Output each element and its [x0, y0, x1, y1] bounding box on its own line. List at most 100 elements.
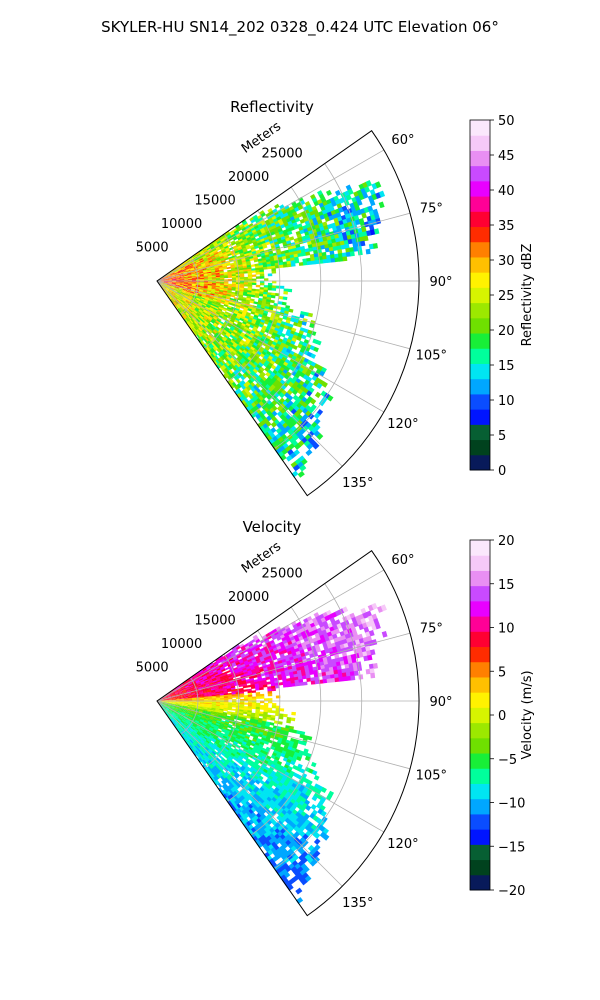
radar-gate — [206, 304, 211, 308]
radar-gate — [268, 330, 274, 336]
radar-gate — [220, 247, 226, 251]
radar-gate — [207, 301, 213, 304]
radar-gate — [239, 285, 245, 289]
radar-gate — [249, 300, 255, 304]
radar-gate — [285, 341, 291, 347]
radar-gate — [216, 300, 222, 304]
radar-gate — [163, 283, 168, 285]
radar-gate — [261, 317, 267, 322]
radar-gate — [163, 283, 168, 286]
radar-gate — [215, 274, 221, 277]
radar-gate — [240, 225, 246, 230]
radar-gate — [321, 233, 327, 239]
radar-gate — [341, 252, 347, 258]
radar-gate — [199, 288, 204, 291]
radar-gate — [171, 277, 177, 279]
radar-gate — [247, 308, 253, 312]
radar-gate — [260, 319, 266, 324]
radar-gate — [178, 289, 183, 293]
radar-gate — [187, 281, 193, 283]
radar-gate — [210, 269, 216, 272]
radar-gate — [235, 251, 241, 256]
radar-gate — [240, 241, 245, 246]
radar-gate — [258, 233, 264, 238]
radar-gate — [275, 333, 281, 339]
radar-gate — [186, 290, 191, 293]
radar-gate — [378, 201, 385, 209]
radar-gate — [201, 296, 206, 299]
radar-gate — [225, 248, 231, 252]
radar-gate — [256, 317, 262, 322]
radar-gate — [302, 258, 308, 263]
radar-gate — [185, 292, 190, 296]
radar-gate — [256, 229, 262, 234]
radar-gate — [244, 232, 250, 237]
radar-gate — [366, 230, 372, 237]
radar-gate — [254, 310, 260, 315]
radar-gate — [232, 245, 238, 249]
radar-gate — [354, 205, 361, 212]
radar-gate — [224, 246, 230, 251]
radar-gate — [291, 711, 296, 716]
radar-gate — [215, 283, 221, 285]
radar-gate — [247, 270, 253, 274]
radar-gate — [167, 284, 172, 287]
radar-gate — [219, 254, 224, 258]
radar-gate — [171, 274, 176, 277]
radar-gate — [324, 243, 330, 249]
radar-gate — [218, 251, 223, 255]
radar-gate — [167, 279, 173, 281]
radar-gate — [167, 279, 173, 281]
radar-gate — [253, 259, 259, 263]
radar-gate — [186, 289, 192, 292]
radar-gate — [238, 309, 244, 313]
radar-gate — [199, 285, 205, 287]
radar-gate — [174, 288, 179, 291]
radar-gate — [187, 275, 193, 278]
radar-gate — [237, 247, 243, 251]
radar-gate — [277, 338, 284, 343]
radar-gate — [176, 265, 181, 269]
radar-gate — [257, 241, 263, 246]
colorbar-swatch — [470, 272, 490, 288]
radar-gate — [197, 266, 203, 269]
radar-gate — [261, 232, 268, 237]
radar-gate — [186, 291, 191, 294]
radar-gate — [261, 327, 267, 332]
radar-gate — [286, 263, 292, 268]
radar-gate — [251, 270, 257, 273]
radar-gate — [286, 719, 292, 724]
radar-gate — [219, 244, 224, 249]
radar-gate — [246, 684, 252, 688]
radar-gate — [242, 249, 248, 253]
radar-gate — [326, 258, 332, 263]
radar-gate — [207, 270, 212, 273]
radar-gate — [271, 688, 276, 692]
colorbar-swatch — [470, 120, 490, 136]
radar-gate — [278, 264, 284, 269]
radar-gate — [188, 295, 193, 299]
radar-gate — [195, 298, 201, 302]
radar-gate — [178, 288, 184, 290]
radar-gate — [334, 257, 340, 263]
radar-gate — [214, 267, 220, 270]
radar-gate — [199, 281, 205, 283]
radar-gate — [284, 204, 290, 211]
radar-gate — [203, 250, 209, 254]
radar-gate — [187, 261, 192, 265]
radar-gate — [227, 314, 233, 319]
radar-gate — [343, 222, 350, 229]
radar-gate — [212, 309, 217, 314]
radar-gate — [187, 274, 193, 277]
radar-gate — [201, 263, 206, 267]
radar-gate — [268, 217, 274, 223]
radar-gate — [216, 247, 221, 252]
colorbar-swatch — [470, 424, 490, 441]
radar-gate — [357, 245, 363, 252]
radar-gate — [173, 270, 178, 273]
radar-gate — [337, 232, 344, 239]
radar-gate — [163, 283, 168, 286]
radar-gate — [215, 284, 221, 287]
radar-gate — [211, 278, 217, 280]
radar-gate — [279, 204, 285, 210]
